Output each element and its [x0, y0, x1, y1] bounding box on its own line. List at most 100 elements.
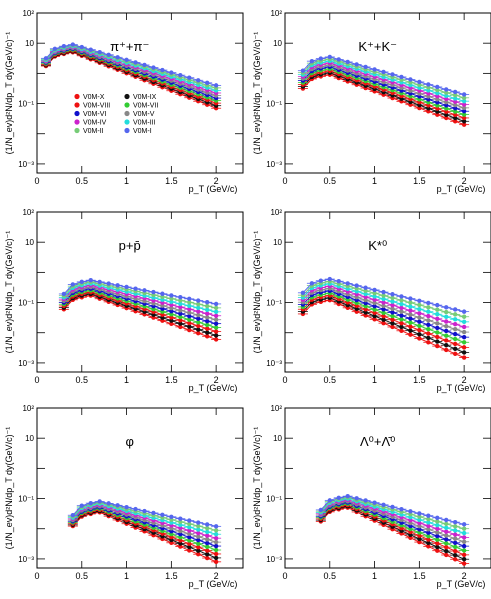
- y-tick-label: 10⁻³: [18, 555, 34, 564]
- panel-title: p+p̄: [119, 238, 141, 253]
- y-axis-label: (1/N_ev)d²N/dp_T dy(GeV/c)⁻¹: [252, 231, 262, 354]
- x-axis-label: p_T (GeV/c): [189, 383, 238, 393]
- x-axis-label: p_T (GeV/c): [189, 184, 238, 194]
- y-tick-label: 10⁻¹: [18, 495, 34, 504]
- legend-marker: [124, 127, 130, 134]
- legend-label: V0M-VIII: [83, 103, 110, 110]
- legend-marker: [74, 119, 80, 125]
- y-tick-label: 10²: [22, 404, 34, 413]
- x-tick-label: 0: [282, 375, 287, 385]
- y-tick-label: 10²: [22, 9, 34, 18]
- legend-label: V0M-II: [83, 128, 104, 135]
- x-tick-label: 0.5: [324, 375, 337, 385]
- y-tick-label: 10⁻¹: [18, 100, 34, 109]
- plot-frame: [284, 407, 491, 569]
- y-tick-label: 10⁻³: [266, 555, 282, 564]
- x-tick-label: 0.5: [76, 176, 89, 186]
- legend-label: V0M-IX: [133, 94, 157, 101]
- legend-label: V0M-VI: [83, 111, 106, 118]
- x-tick-label: 1: [124, 176, 129, 186]
- x-axis-label: p_T (GeV/c): [189, 579, 238, 589]
- chart-panel-5: 0 0.5 1 1.5 2 10⁻³ 10⁻¹ 10 10² p_T (GeV/c) (1/N_ev…: [4, 404, 244, 589]
- legend-label: V0M-VII: [133, 103, 158, 110]
- legend-marker: [74, 110, 80, 117]
- y-tick-label: 10⁻³: [266, 160, 282, 169]
- y-tick-label: 10⁻³: [266, 359, 282, 368]
- chart-panel-4: 0 0.5 1 1.5 2 10⁻³ 10⁻¹ 10 10² p_T (GeV/c) (1/N_ev…: [252, 208, 491, 393]
- plot-frame: [284, 211, 491, 373]
- x-tick-label: 2: [214, 571, 219, 581]
- panel-title: K⁺+K⁻: [358, 39, 397, 54]
- legend-label: V0M-IV: [83, 120, 107, 127]
- x-tick-label: 1.5: [165, 375, 178, 385]
- legend-marker: [124, 119, 130, 125]
- y-tick-label: 10⁻¹: [266, 299, 282, 308]
- y-tick-label: 10⁻¹: [266, 100, 282, 109]
- chart-panel-2: 0 0.5 1 1.5 2 10⁻³ 10⁻¹ 10 10² p_T (GeV/c) (1/N_ev…: [252, 9, 491, 194]
- x-tick-label: 2: [214, 176, 219, 186]
- y-tick-label: 10: [273, 238, 282, 247]
- x-tick-label: 1.5: [165, 571, 178, 581]
- legend-label: V0M-I: [133, 128, 152, 135]
- y-tick-label: 10⁻¹: [18, 299, 34, 308]
- panel-title: φ: [125, 434, 133, 449]
- y-tick-label: 10²: [270, 9, 282, 18]
- x-tick-label: 0: [282, 176, 287, 186]
- y-tick-label: 10⁻³: [18, 160, 34, 169]
- x-tick-label: 1: [372, 571, 377, 581]
- y-tick-label: 10⁻¹: [266, 495, 282, 504]
- y-tick-label: 10: [273, 39, 282, 48]
- panel-title: Λ⁰+Λ̄⁰: [360, 434, 395, 449]
- x-tick-label: 2: [462, 571, 467, 581]
- plot-frame: [36, 12, 244, 174]
- x-tick-label: 1.5: [413, 176, 426, 186]
- y-tick-label: 10: [25, 39, 34, 48]
- x-tick-label: 0.5: [324, 571, 337, 581]
- y-axis-label: (1/N_ev)d²N/dp_T dy(GeV/c)⁻¹: [4, 231, 14, 354]
- y-tick-label: 10²: [270, 208, 282, 217]
- y-tick-label: 10: [25, 238, 34, 247]
- y-tick-label: 10⁻³: [18, 359, 34, 368]
- y-tick-label: 10: [25, 434, 34, 443]
- x-tick-label: 0: [282, 571, 287, 581]
- legend-label: V0M-III: [133, 120, 156, 127]
- y-axis-label: (1/N_ev)d²N/dp_T dy(GeV/c)⁻¹: [4, 427, 14, 550]
- x-tick-label: 1: [372, 176, 377, 186]
- y-axis-label: (1/N_ev)d²N/dp_T dy(GeV/c)⁻¹: [252, 32, 262, 155]
- y-tick-label: 10: [273, 434, 282, 443]
- x-axis-label: p_T (GeV/c): [437, 383, 486, 393]
- x-tick-label: 2: [214, 375, 219, 385]
- plot-frame: [284, 12, 491, 174]
- chart-panel-6: 0 0.5 1 1.5 2 10⁻³ 10⁻¹ 10 10² p_T (GeV/c) (1/N_ev…: [252, 404, 491, 589]
- legend-marker: [124, 110, 130, 117]
- legend-marker: [74, 93, 80, 100]
- legend-marker: [74, 127, 80, 134]
- x-tick-label: 2: [462, 176, 467, 186]
- panel-title: K*⁰: [368, 238, 387, 253]
- y-axis-label: (1/N_ev)d²N/dp_T dy(GeV/c)⁻¹: [252, 427, 262, 550]
- x-axis-label: p_T (GeV/c): [437, 579, 486, 589]
- legend-label: V0M-V: [133, 111, 155, 118]
- y-axis-label: (1/N_ev)d²N/dp_T dy(GeV/c)⁻¹: [4, 32, 14, 155]
- x-axis-label: p_T (GeV/c): [437, 184, 486, 194]
- legend-label: V0M-X: [83, 94, 105, 101]
- x-tick-label: 1.5: [413, 571, 426, 581]
- x-tick-label: 0.5: [324, 176, 337, 186]
- x-tick-label: 1.5: [413, 375, 426, 385]
- x-tick-label: 0: [34, 176, 39, 186]
- x-tick-label: 1: [124, 375, 129, 385]
- x-tick-label: 0.5: [76, 375, 89, 385]
- x-tick-label: 1.5: [165, 176, 178, 186]
- legend-marker: [124, 93, 130, 100]
- x-tick-label: 0.5: [76, 571, 89, 581]
- legend-marker: [74, 102, 80, 108]
- plot-frame: [36, 211, 244, 373]
- x-tick-label: 0: [34, 375, 39, 385]
- panel-title: π⁺+π⁻: [110, 39, 149, 54]
- x-tick-label: 1: [372, 375, 377, 385]
- plot-frame: [36, 407, 244, 569]
- chart-panel-1: 0 0.5 1 1.5 2 10⁻³ 10⁻¹ 10 10² p_T (GeV/c) (1/N_ev…: [4, 9, 244, 194]
- chart-panel-3: 0 0.5 1 1.5 2 10⁻³ 10⁻¹ 10 10² p_T (GeV/c) (1/N_ev…: [4, 208, 244, 393]
